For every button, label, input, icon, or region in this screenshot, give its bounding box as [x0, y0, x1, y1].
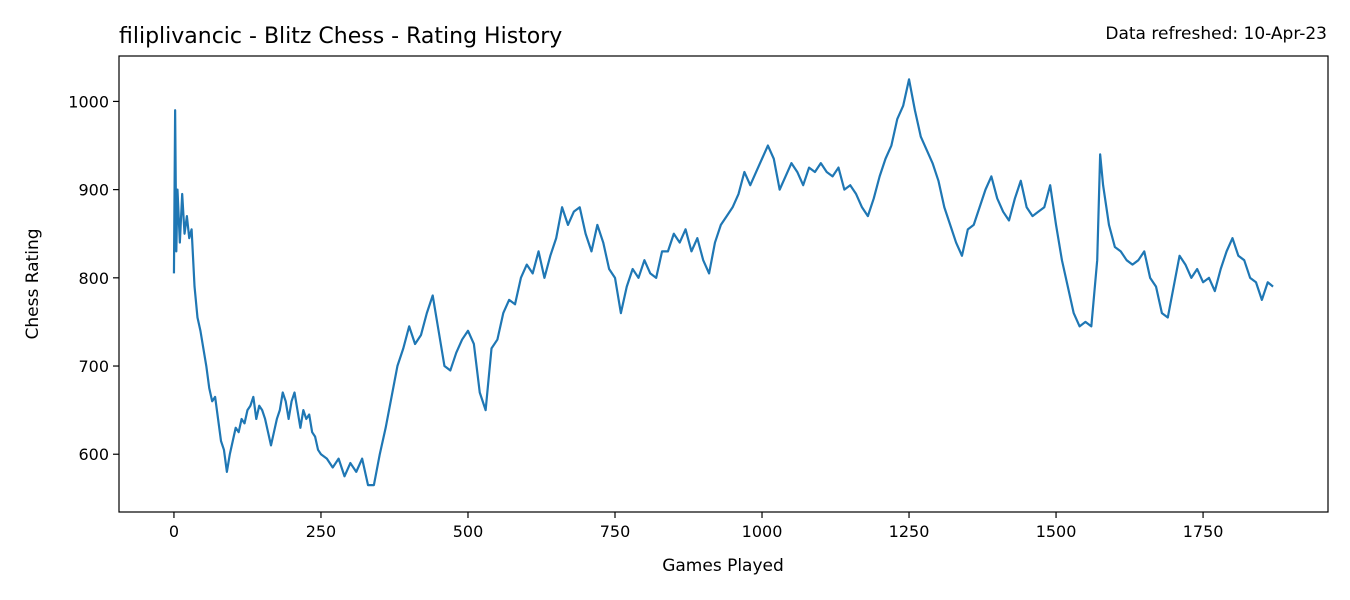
refresh-note: Data refreshed: 10-Apr-23: [1105, 24, 1327, 44]
x-tick-label: 1500: [1036, 522, 1077, 541]
rating-line: [172, 78, 1274, 487]
y-tick-label: 900: [78, 181, 109, 200]
y-tick-label: 1000: [68, 92, 109, 111]
chart-title: filiplivancic - Blitz Chess - Rating His…: [119, 24, 562, 49]
x-tick-label: 1750: [1183, 522, 1224, 541]
y-axis-label: Chess Rating: [23, 228, 43, 339]
x-tick-label: 500: [453, 522, 484, 541]
x-tick-label: 1000: [742, 522, 783, 541]
x-axis-label: Games Played: [662, 556, 784, 576]
y-tick-label: 800: [78, 269, 109, 288]
x-tick-label: 750: [600, 522, 631, 541]
x-tick-label: 250: [306, 522, 337, 541]
x-tick-label: 1250: [889, 522, 930, 541]
x-tick-label: 0: [169, 522, 179, 541]
y-tick-label: 700: [78, 357, 109, 376]
plot-frame: [118, 55, 1329, 513]
y-tick-label: 600: [78, 445, 109, 464]
